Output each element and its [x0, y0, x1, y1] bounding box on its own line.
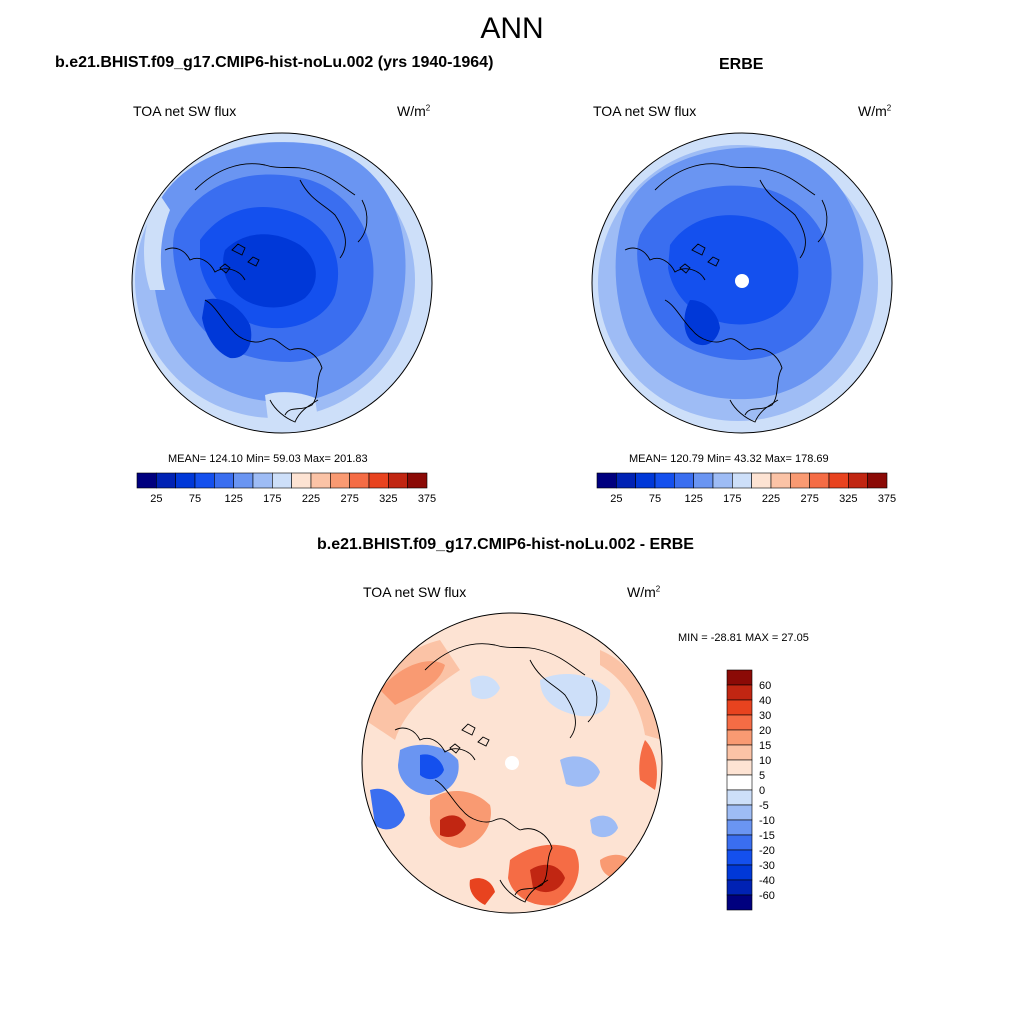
colorbar-erbe-swatch: [654, 472, 675, 489]
colorbar-erbe-tick-label: 375: [878, 493, 896, 505]
colorbar-model-tick-label: 175: [263, 493, 281, 505]
colorbar-difference-tick-label: 20: [759, 725, 771, 737]
colorbar-difference-tick-label: -10: [759, 815, 775, 827]
colorbar-difference-tick-label: 5: [759, 770, 765, 782]
colorbar-model-tick-label: 375: [418, 493, 436, 505]
colorbar-model-tick-label: 75: [189, 493, 201, 505]
colorbar-model-swatch: [136, 472, 157, 489]
colorbar-erbe-swatch: [596, 472, 617, 489]
colorbar-difference-swatch: [726, 864, 753, 881]
panel3-title: b.e21.BHIST.f09_g17.CMIP6-hist-noLu.002 …: [317, 536, 694, 553]
colorbar-erbe-tick-label: 325: [839, 493, 857, 505]
colorbar-model-swatch: [156, 472, 176, 489]
colorbar-difference-swatch: [726, 699, 753, 716]
panel2-title: ERBE: [719, 56, 764, 73]
panel1-title: b.e21.BHIST.f09_g17.CMIP6-hist-noLu.002 …: [55, 54, 494, 71]
colorbar-erbe-swatch: [751, 472, 772, 489]
colorbar-difference-swatch: [726, 834, 753, 851]
colorbar-model-tick-label: 25: [150, 493, 162, 505]
colorbar-erbe-swatch: [828, 472, 849, 489]
colorbar-difference-swatch: [726, 789, 753, 806]
colorbar-difference-tick-label: 0: [759, 785, 765, 797]
panel2-units: W/m2: [858, 103, 892, 119]
colorbar-difference-swatch: [726, 894, 753, 911]
colorbar-erbe-tick-label: 75: [649, 493, 661, 505]
colorbar-difference-tick-label: -20: [759, 845, 775, 857]
colorbar-model-tick-label: 325: [379, 493, 397, 505]
colorbar-difference-tick-label: 60: [759, 680, 771, 692]
panel2-variable: TOA net SW flux: [593, 103, 697, 119]
colorbar-difference-swatch: [726, 729, 753, 746]
panel3-units: W/m2: [627, 584, 661, 600]
colorbar-erbe-swatch: [712, 472, 733, 489]
colorbar-difference-swatch: [726, 669, 753, 686]
colorbar-erbe-tick-label: 275: [800, 493, 818, 505]
colorbar-erbe-swatch: [809, 472, 830, 489]
colorbar-model-swatch: [214, 472, 234, 489]
colorbar-erbe-swatch: [732, 472, 752, 489]
colorbar-model-swatch: [368, 472, 389, 489]
colorbar-model-tick-label: 225: [302, 493, 320, 505]
colorbar-model-tick-label: 275: [340, 493, 358, 505]
colorbar-difference-swatch: [726, 759, 753, 776]
colorbar-model-swatch: [252, 472, 273, 489]
colorbar-difference-tick-label: -40: [759, 875, 775, 887]
colorbar-model-tick-label: 125: [224, 493, 242, 505]
colorbar-erbe-tick-label: 25: [610, 493, 622, 505]
panel2-stats: MEAN= 120.79 Min= 43.32 Max= 178.69: [629, 453, 829, 465]
colorbar-erbe: 25 75 125 175 225 275 325 375: [596, 472, 896, 505]
colorbar-difference-swatch: [726, 879, 753, 896]
colorbar-erbe-swatch: [867, 472, 888, 489]
colorbar-difference-tick-label: -60: [759, 890, 775, 902]
colorbar-erbe-swatch: [635, 472, 656, 489]
colorbar-difference-tick-label: 10: [759, 755, 771, 767]
colorbar-difference-swatch: [726, 774, 753, 791]
colorbar-difference-tick-label: -30: [759, 860, 775, 872]
colorbar-difference-tick-label: 15: [759, 740, 771, 752]
colorbar-erbe-tick-label: 125: [684, 493, 702, 505]
colorbar-difference-tick-label: -5: [759, 800, 769, 812]
colorbar-difference-swatch: [726, 684, 753, 701]
colorbar-difference-tick-label: 30: [759, 710, 771, 722]
colorbar-model-swatch: [194, 472, 215, 489]
colorbar-model-swatch: [233, 472, 254, 489]
colorbar-model-swatch: [349, 472, 370, 489]
colorbar-difference-swatch: [726, 804, 753, 821]
panel1-variable: TOA net SW flux: [133, 103, 237, 119]
colorbar-difference-swatch: [726, 849, 753, 866]
colorbar-model-swatch: [175, 472, 196, 489]
colorbar-difference: 60 40 30 20 15 10 5 0 -5 -10 -15 -20 -30 -40 -60: [726, 669, 775, 911]
panel3-variable: TOA net SW flux: [363, 584, 467, 600]
colorbar-difference-swatch: [726, 714, 753, 731]
colorbar-erbe-tick-label: 175: [723, 493, 741, 505]
colorbar-erbe-swatch: [790, 472, 810, 489]
colorbar-erbe-swatch: [693, 472, 714, 489]
colorbar-difference-swatch: [726, 819, 753, 836]
colorbar-model-swatch: [291, 472, 312, 489]
colorbar-model-swatch: [407, 472, 428, 489]
main-title: ANN: [480, 12, 544, 45]
colorbar-difference-tick-label: 40: [759, 695, 771, 707]
colorbar-model-swatch: [310, 472, 331, 489]
colorbar-erbe-swatch: [848, 472, 868, 489]
panel1-stats: MEAN= 124.10 Min= 59.03 Max= 201.83: [168, 453, 368, 465]
panel1-units: W/m2: [397, 103, 431, 119]
colorbar-model-swatch: [388, 472, 408, 489]
panel3-stats: MIN = -28.81 MAX = 27.05: [678, 632, 809, 644]
colorbar-erbe-swatch: [616, 472, 636, 489]
colorbar-model-swatch: [330, 472, 350, 489]
colorbar-erbe-tick-label: 225: [762, 493, 780, 505]
colorbar-erbe-swatch: [674, 472, 694, 489]
colorbar-difference-swatch: [726, 744, 753, 761]
polar-map-erbe: [591, 132, 893, 434]
colorbar-model-swatch: [272, 472, 292, 489]
colorbar-model: 25 75 125 175 225 275 325 375: [136, 472, 436, 505]
colorbar-difference-tick-label: -15: [759, 830, 775, 842]
colorbar-erbe-swatch: [770, 472, 791, 489]
polar-map-model: [131, 132, 433, 434]
polar-map-difference: [361, 612, 663, 914]
